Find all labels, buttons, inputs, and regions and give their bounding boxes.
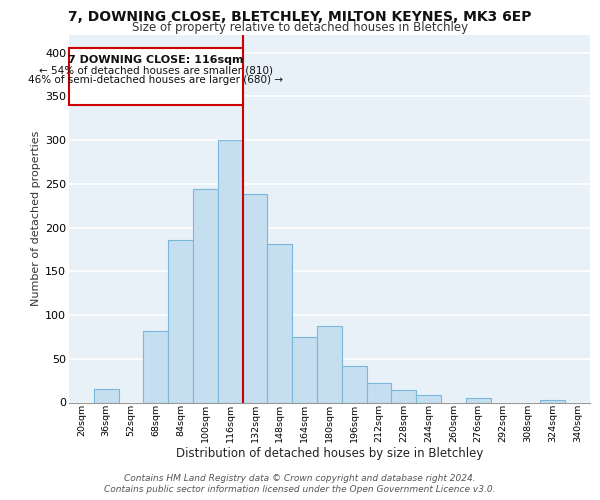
Bar [367, 383, 391, 402]
Bar [317, 326, 342, 402]
Bar [342, 366, 367, 403]
Text: Size of property relative to detached houses in Bletchley: Size of property relative to detached ho… [132, 21, 468, 34]
Bar [391, 390, 416, 402]
Bar [143, 331, 168, 402]
Bar [193, 189, 218, 402]
Bar [94, 390, 119, 402]
Text: Contains public sector information licensed under the Open Government Licence v3: Contains public sector information licen… [104, 485, 496, 494]
Text: ← 54% of detached houses are smaller (810): ← 54% of detached houses are smaller (81… [39, 66, 273, 76]
Bar [242, 194, 268, 402]
Bar [416, 394, 441, 402]
FancyBboxPatch shape [69, 48, 242, 105]
Text: 7 DOWNING CLOSE: 116sqm: 7 DOWNING CLOSE: 116sqm [68, 55, 244, 65]
Text: Distribution of detached houses by size in Bletchley: Distribution of detached houses by size … [176, 446, 484, 460]
Bar [218, 140, 242, 402]
Y-axis label: Number of detached properties: Number of detached properties [31, 131, 41, 306]
Bar [292, 337, 317, 402]
Bar [268, 244, 292, 402]
Text: 46% of semi-detached houses are larger (680) →: 46% of semi-detached houses are larger (… [28, 76, 283, 86]
Text: 7, DOWNING CLOSE, BLETCHLEY, MILTON KEYNES, MK3 6EP: 7, DOWNING CLOSE, BLETCHLEY, MILTON KEYN… [68, 10, 532, 24]
Bar [466, 398, 491, 402]
Bar [540, 400, 565, 402]
Text: Contains HM Land Registry data © Crown copyright and database right 2024.: Contains HM Land Registry data © Crown c… [124, 474, 476, 483]
Bar [168, 240, 193, 402]
